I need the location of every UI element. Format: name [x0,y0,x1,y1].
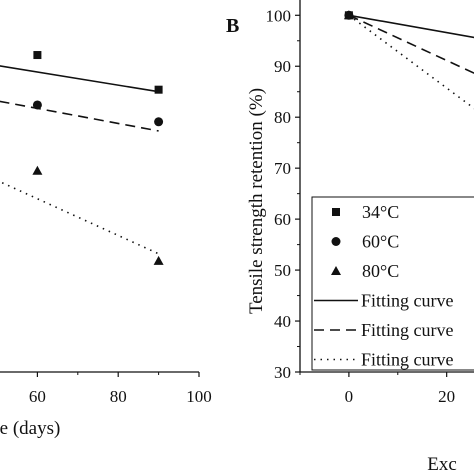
data-point-circle [154,117,164,127]
y-axis-label: Tensile strength retention (%) [246,88,267,314]
panel-b: 0 20 30 40 50 60 70 80 90 100 Exc Tensile strength … [226,0,474,474]
x-axis-label: e (days) [0,418,60,439]
y-tick-label: 80 [274,108,291,127]
legend: 34°C 60°C 80°C Fitting curve Fitting curve Fi… [311,196,474,371]
legend-marker-triangle [331,266,341,275]
legend-label: 60°C [362,232,399,252]
x-tick-label: 60 [29,387,46,406]
y-tick-label: 90 [274,57,291,76]
y-tick-label: 70 [274,159,291,178]
panel-label: B [226,15,239,37]
y-tick-label: 50 [274,261,291,280]
legend-label: Fitting curve [361,350,454,370]
x-tick-label: 80 [110,387,127,406]
legend-marker-circle [331,237,341,246]
legend-label: Fitting curve [361,291,454,311]
y-tick-label: 60 [274,210,291,229]
y-tick-label: 100 [266,6,292,25]
x-axis-label: Exc [427,454,457,474]
legend-label: 34°C [362,202,399,222]
fitting-curve-dotted [348,14,474,110]
fitting-curve-dashed [348,14,474,74]
legend-marker-square [332,208,340,216]
y-tick-label: 30 [274,363,291,382]
legend-label: 80°C [362,261,399,281]
x-tick-label: 20 [438,387,455,406]
data-point-square [33,51,42,60]
y-tick-label: 40 [274,312,291,331]
x-tick-label: 100 [186,387,212,406]
data-point-triangle [32,165,43,175]
panel-a: 60 80 100 e (days) [0,51,212,439]
data-point-triangle [343,10,354,20]
data-point-circle [32,100,42,110]
fitting-curve-solid [348,14,474,39]
data-point-square [154,85,163,94]
legend-box [311,196,474,371]
fitting-curve-dashed [0,100,159,132]
legend-label: Fitting curve [361,320,454,340]
fitting-curve-solid [0,65,159,93]
data-point-triangle [153,255,164,265]
fitting-curve-dotted [0,180,159,255]
x-tick-label: 0 [345,387,354,406]
